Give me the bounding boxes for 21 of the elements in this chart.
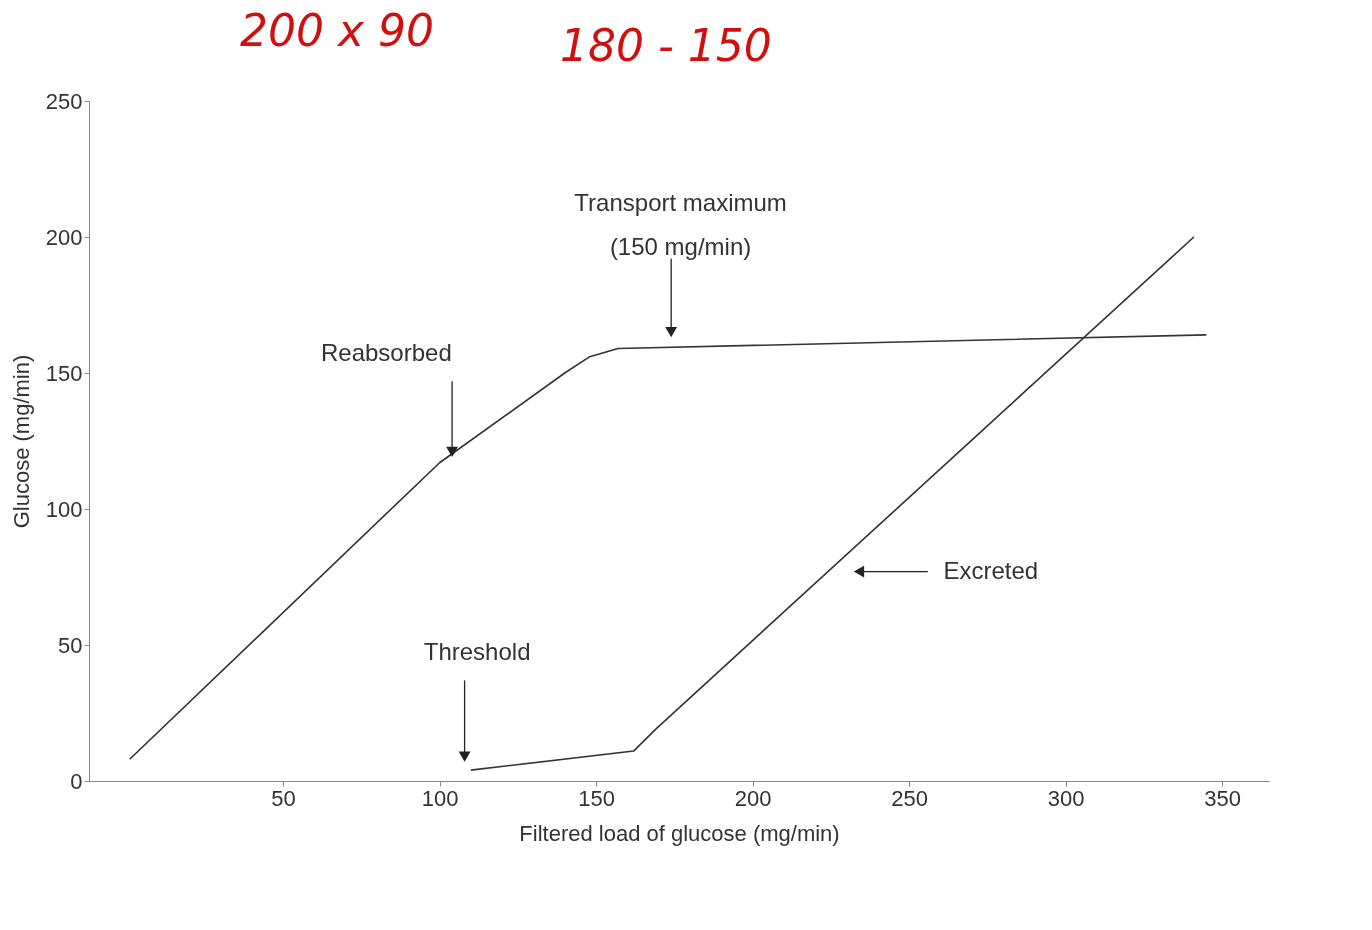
x-tick-label: 300 [1047, 785, 1085, 811]
annotation: Excreted [943, 556, 1039, 584]
x-tick-label: 250 [891, 785, 928, 811]
text: 180 - 150 [560, 20, 772, 71]
x-tick-label: 100 [421, 785, 459, 811]
y-tick-label: 0 [70, 768, 83, 794]
y-axis-title: Glucose (mg/min) [8, 354, 34, 529]
y-tick-label: 100 [45, 496, 83, 522]
annotation: Transport maximum (150 mg/min) [574, 189, 787, 261]
x-tick-label: 150 [578, 785, 615, 811]
annotation: Threshold [423, 638, 531, 666]
y-tick-label: 200 [45, 224, 83, 250]
x-axis-title: Filtered load of glucose (mg/min) [519, 820, 840, 846]
x-tick-label: 350 [1204, 785, 1241, 811]
y-tick-label: 50 [58, 632, 83, 658]
text: 200 x 90 [240, 5, 434, 56]
y-tick-label: 150 [45, 360, 83, 386]
x-tick-label: 50 [271, 785, 296, 811]
y-tick-label: 250 [45, 88, 83, 114]
annotation: Reabsorbed [320, 338, 452, 366]
x-tick-label: 200 [734, 785, 772, 811]
